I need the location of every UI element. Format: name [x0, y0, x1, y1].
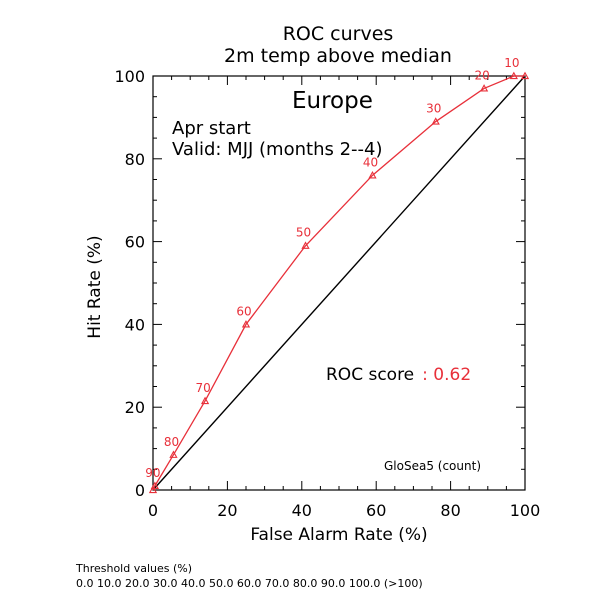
threshold-label: 80	[164, 435, 179, 449]
threshold-labels: 90 80 70 60 50 40 30 20 10	[145, 56, 519, 480]
threshold-label: 40	[363, 155, 378, 169]
y-axis-label: Hit Rate (%)	[85, 235, 105, 338]
roc-point	[301, 241, 310, 249]
y-tick-label: 80	[125, 150, 145, 169]
x-axis-label: False Alarm Rate (%)	[250, 525, 427, 545]
threshold-label: 20	[474, 68, 489, 82]
start-label: Apr start	[172, 118, 251, 139]
roc-point	[479, 84, 489, 92]
threshold-label: 60	[236, 304, 251, 318]
x-tick-label: 20	[217, 501, 237, 520]
x-tick-label: 100	[510, 501, 541, 520]
roc-point	[150, 481, 159, 489]
threshold-title: Threshold values (%)	[75, 562, 192, 575]
no-skill-diagonal	[152, 75, 526, 491]
y-tick-label: 100	[114, 67, 145, 86]
threshold-values: 0.0 10.0 20.0 30.0 40.0 50.0 60.0 70.0 8…	[76, 577, 423, 590]
threshold-label: 50	[296, 226, 311, 240]
roc-point	[520, 71, 530, 80]
y-tick-label: 40	[125, 315, 145, 334]
roc-point	[241, 320, 251, 328]
model-label: GloSea5 (count)	[384, 459, 481, 473]
y-tick-label: 0	[135, 481, 145, 500]
threshold-label: 30	[426, 102, 441, 116]
chart-subtitle: 2m temp above median	[224, 45, 452, 67]
roc-score-value: : 0.62	[422, 365, 471, 385]
roc-point	[169, 450, 178, 458]
x-tick-label: 40	[292, 501, 312, 520]
threshold-label: 10	[504, 56, 519, 70]
roc-curve-markers	[148, 71, 530, 494]
roc-point	[200, 396, 210, 405]
roc-point	[509, 71, 518, 80]
chart-title: ROC curves	[283, 23, 394, 45]
axis-ticks	[152, 75, 526, 491]
roc-score-label: ROC score: 0.62	[326, 365, 471, 385]
roc-curve-line	[152, 75, 525, 491]
x-tick-label: 0	[148, 501, 158, 520]
y-tick-label: 20	[125, 398, 145, 417]
region-label: Europe	[292, 88, 373, 114]
axis-tick-labels: 0 20 40 60 80 100 0 20 40 60 80 100	[114, 67, 540, 520]
x-tick-label: 80	[440, 501, 460, 520]
threshold-label: 90	[145, 466, 160, 480]
x-tick-label: 60	[366, 501, 386, 520]
threshold-label: 70	[195, 381, 210, 395]
roc-point	[368, 171, 377, 179]
valid-label: Valid: MJJ (months 2--4)	[172, 139, 383, 160]
roc-point	[148, 485, 158, 494]
roc-point	[431, 117, 440, 125]
y-tick-label: 60	[125, 233, 145, 252]
